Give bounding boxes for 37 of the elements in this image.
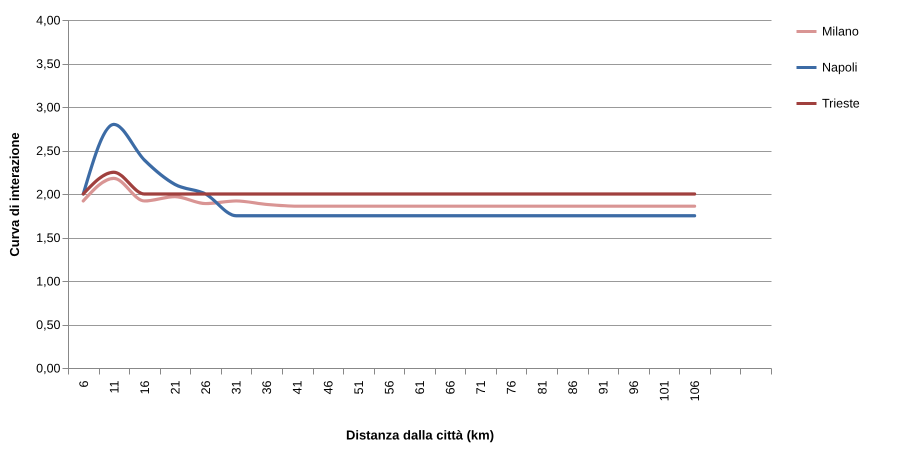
x-tick-label: 26 xyxy=(199,380,214,394)
legend-label: Napoli xyxy=(822,60,858,74)
x-tick-label: 16 xyxy=(138,380,152,394)
x-tick-label: 91 xyxy=(596,380,610,394)
x-tick-label: 61 xyxy=(413,380,427,394)
y-tick-label: 3,50 xyxy=(36,57,61,71)
x-tick-label: 36 xyxy=(260,380,274,394)
x-tick-label: 76 xyxy=(504,380,519,394)
x-axis-title: Distanza dalla città (km) xyxy=(346,427,494,442)
x-tick-label: 6 xyxy=(76,380,91,388)
y-axis-title: Curva di interazione xyxy=(7,132,22,257)
x-tick-label: 21 xyxy=(168,380,182,394)
y-tick-label: 2,50 xyxy=(36,144,61,158)
x-tick-label: 71 xyxy=(474,380,488,394)
legend-label: Milano xyxy=(822,24,859,38)
x-tick-label: 86 xyxy=(566,380,580,394)
x-tick-label: 11 xyxy=(107,380,122,394)
x-tick-label: 51 xyxy=(352,380,366,394)
y-tick-label: 3,00 xyxy=(36,100,61,114)
x-tick-label: 101 xyxy=(658,380,672,402)
y-tick-label: 0,50 xyxy=(36,318,61,332)
y-tick-label: 2,00 xyxy=(36,188,61,202)
x-tick-label: 66 xyxy=(444,380,458,394)
x-tick-label: 96 xyxy=(626,380,641,394)
x-tick-label: 31 xyxy=(230,380,244,394)
x-tick-label: 46 xyxy=(321,380,336,394)
line-series xyxy=(82,176,696,208)
legend-label: Trieste xyxy=(822,96,860,110)
y-tick-label: 1,50 xyxy=(36,231,61,245)
x-tick-label: 41 xyxy=(290,380,305,394)
x-tick-label: 56 xyxy=(382,380,396,394)
y-tick-label: 0,00 xyxy=(36,362,61,376)
y-tick-label: 4,00 xyxy=(36,14,61,28)
y-tick-label: 1,00 xyxy=(36,274,61,288)
x-tick-label: 81 xyxy=(535,380,550,394)
line-series xyxy=(82,122,696,218)
x-tick-label: 106 xyxy=(688,380,702,402)
